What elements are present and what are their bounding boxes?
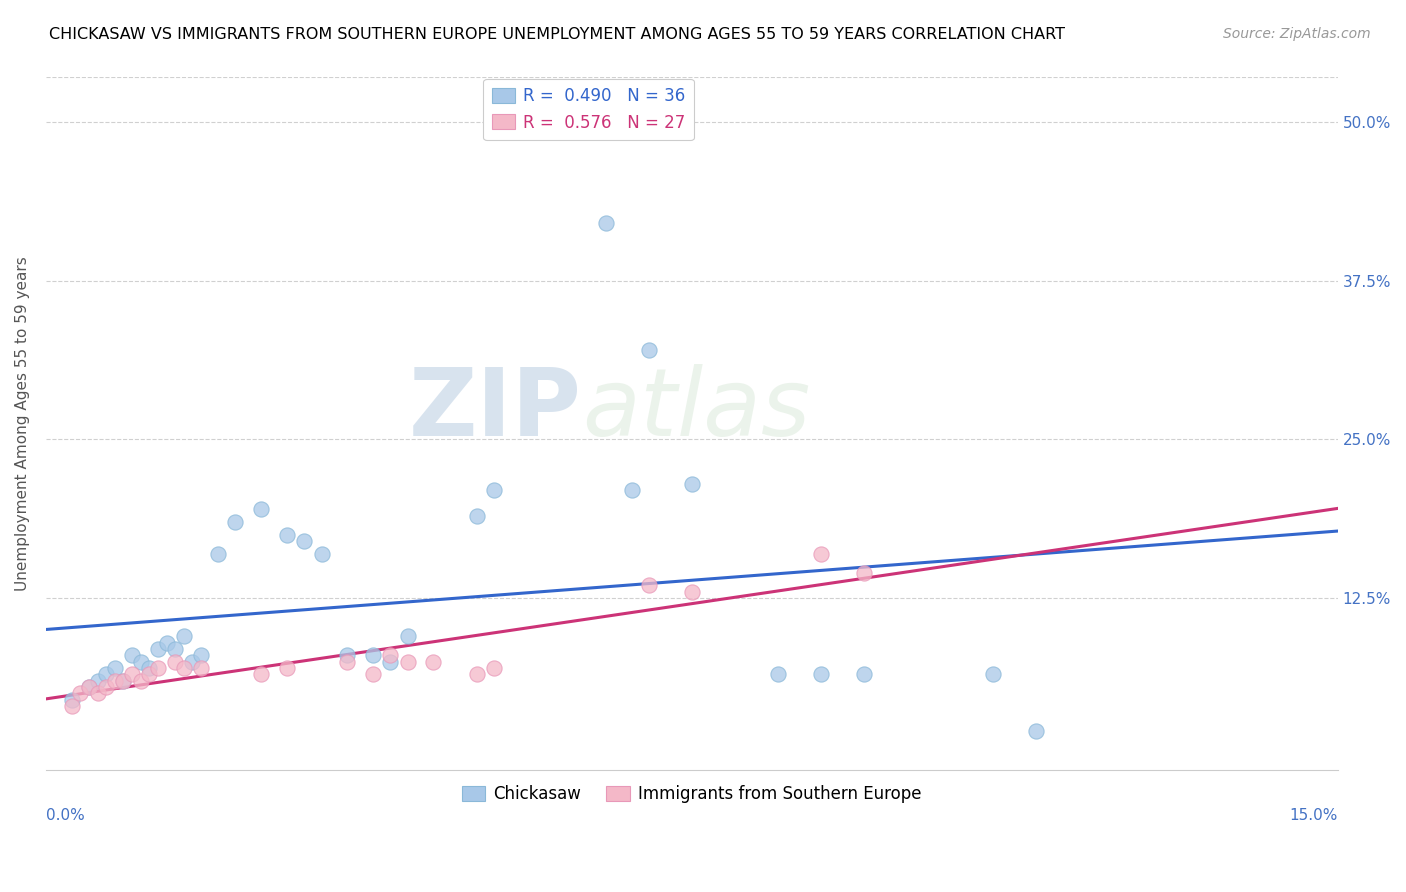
- Point: [129, 655, 152, 669]
- Point: [276, 527, 298, 541]
- Point: [207, 547, 229, 561]
- Point: [482, 661, 505, 675]
- Point: [112, 673, 135, 688]
- Legend: Chickasaw, Immigrants from Southern Europe: Chickasaw, Immigrants from Southern Euro…: [456, 779, 928, 810]
- Point: [173, 629, 195, 643]
- Point: [129, 673, 152, 688]
- Text: 0.0%: 0.0%: [46, 808, 84, 823]
- Point: [482, 483, 505, 498]
- Point: [60, 692, 83, 706]
- Text: 15.0%: 15.0%: [1289, 808, 1337, 823]
- Point: [853, 566, 876, 580]
- Point: [112, 673, 135, 688]
- Point: [637, 578, 659, 592]
- Text: CHICKASAW VS IMMIGRANTS FROM SOUTHERN EUROPE UNEMPLOYMENT AMONG AGES 55 TO 59 YE: CHICKASAW VS IMMIGRANTS FROM SOUTHERN EU…: [49, 27, 1066, 42]
- Point: [681, 584, 703, 599]
- Point: [86, 673, 108, 688]
- Point: [361, 667, 384, 681]
- Point: [165, 655, 187, 669]
- Point: [396, 655, 419, 669]
- Point: [810, 547, 832, 561]
- Point: [104, 673, 127, 688]
- Point: [380, 655, 402, 669]
- Point: [681, 476, 703, 491]
- Point: [336, 655, 359, 669]
- Point: [96, 667, 118, 681]
- Point: [165, 642, 187, 657]
- Point: [380, 648, 402, 663]
- Point: [60, 699, 83, 714]
- Text: atlas: atlas: [582, 364, 810, 455]
- Y-axis label: Unemployment Among Ages 55 to 59 years: Unemployment Among Ages 55 to 59 years: [15, 256, 30, 591]
- Point: [276, 661, 298, 675]
- Text: ZIP: ZIP: [409, 364, 582, 456]
- Point: [637, 343, 659, 358]
- Point: [465, 667, 488, 681]
- Point: [86, 686, 108, 700]
- Point: [146, 661, 169, 675]
- Text: Source: ZipAtlas.com: Source: ZipAtlas.com: [1223, 27, 1371, 41]
- Point: [138, 661, 160, 675]
- Point: [1025, 724, 1047, 739]
- Point: [810, 667, 832, 681]
- Point: [620, 483, 643, 498]
- Point: [96, 680, 118, 694]
- Point: [981, 667, 1004, 681]
- Point: [292, 533, 315, 548]
- Point: [181, 655, 204, 669]
- Point: [465, 508, 488, 523]
- Point: [146, 642, 169, 657]
- Point: [138, 667, 160, 681]
- Point: [250, 502, 273, 516]
- Point: [77, 680, 100, 694]
- Point: [361, 648, 384, 663]
- Point: [173, 661, 195, 675]
- Point: [595, 217, 617, 231]
- Point: [422, 655, 444, 669]
- Point: [121, 648, 143, 663]
- Point: [121, 667, 143, 681]
- Point: [311, 547, 333, 561]
- Point: [853, 667, 876, 681]
- Point: [250, 667, 273, 681]
- Point: [190, 661, 212, 675]
- Point: [396, 629, 419, 643]
- Point: [77, 680, 100, 694]
- Point: [766, 667, 789, 681]
- Point: [69, 686, 91, 700]
- Point: [190, 648, 212, 663]
- Point: [224, 515, 246, 529]
- Point: [104, 661, 127, 675]
- Point: [336, 648, 359, 663]
- Point: [155, 635, 177, 649]
